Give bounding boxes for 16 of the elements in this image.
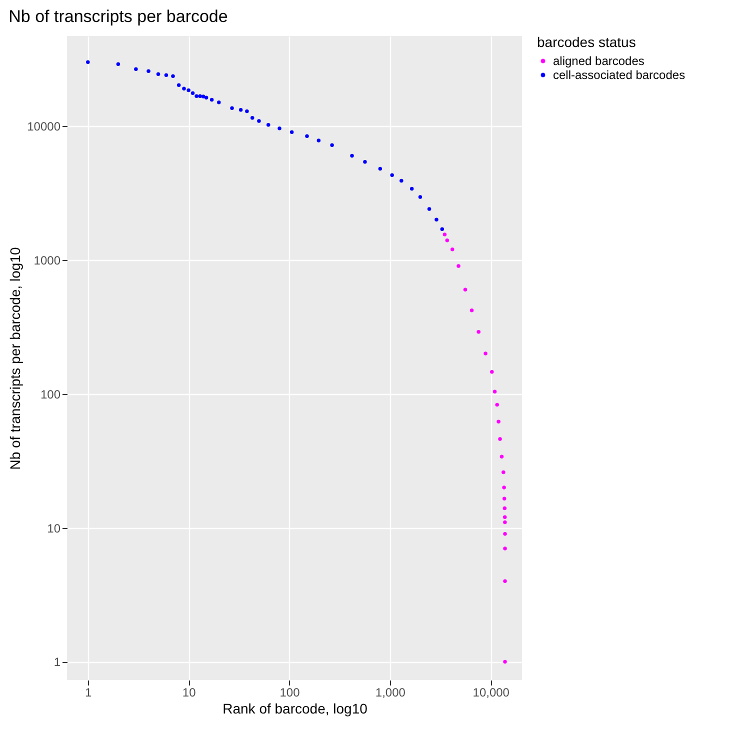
y-tick-label: 10 [47, 521, 61, 536]
legend-title: barcodes status [537, 34, 636, 50]
y-axis-title: Nb of transcripts per barcode, log10 [7, 247, 24, 470]
legend-label: cell-associated barcodes [553, 68, 686, 82]
chart-title: Nb of transcripts per barcode [8, 7, 228, 26]
x-tick-label: 10 [182, 686, 196, 700]
x-tick-label: 100 [280, 686, 300, 700]
y-tick-label: 1 [54, 655, 61, 670]
y-tick-label: 1000 [34, 253, 61, 268]
x-tick-label: 1 [85, 686, 92, 700]
legend-label: aligned barcodes [553, 54, 644, 68]
y-tick-label: 100 [40, 387, 61, 402]
y-tick-label: 10000 [27, 120, 61, 134]
x-tick-label: 1,000 [375, 686, 406, 700]
x-tick-label: 10,000 [472, 686, 510, 700]
x-axis-title: Rank of barcode, log10 [222, 700, 368, 716]
